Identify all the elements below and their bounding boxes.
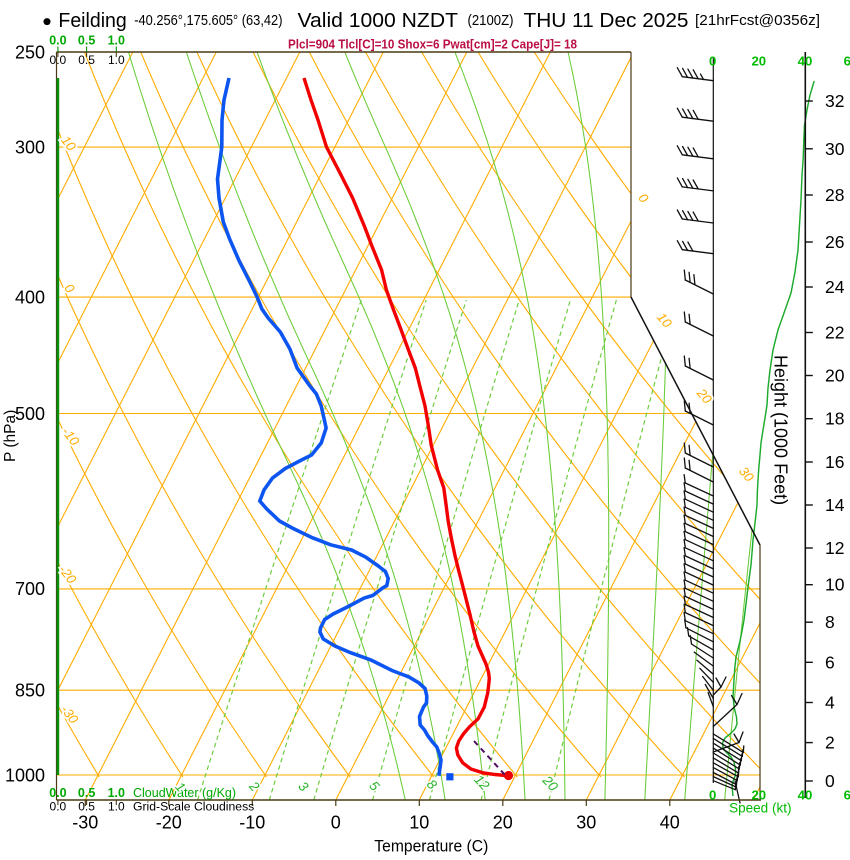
svg-text:32: 32 <box>825 91 844 111</box>
svg-text:1.0: 1.0 <box>108 786 125 800</box>
svg-text:Temperature (C): Temperature (C) <box>374 837 488 856</box>
svg-text:10: 10 <box>409 813 429 833</box>
svg-text:THU 11 Dec 2025: THU 11 Dec 2025 <box>524 9 689 32</box>
svg-text:26: 26 <box>825 232 844 252</box>
svg-text:30: 30 <box>576 813 596 833</box>
svg-text:850: 850 <box>15 680 45 700</box>
svg-text:0: 0 <box>709 787 716 802</box>
svg-text:10: 10 <box>825 575 845 595</box>
svg-text:12: 12 <box>825 538 844 558</box>
svg-text:-10: -10 <box>239 813 265 833</box>
svg-text:Height (1000 Feet): Height (1000 Feet) <box>771 355 791 505</box>
svg-text:28: 28 <box>825 185 844 205</box>
svg-text:-30: -30 <box>72 813 98 833</box>
svg-text:16: 16 <box>825 452 844 472</box>
svg-text:[21hrFcst@0356z]: [21hrFcst@0356z] <box>695 12 820 29</box>
svg-text:0: 0 <box>825 771 835 791</box>
svg-text:0: 0 <box>709 54 716 69</box>
svg-text:1000: 1000 <box>5 765 45 785</box>
svg-text:14: 14 <box>825 495 845 515</box>
svg-text:-40.256°,175.605° (63,42): -40.256°,175.605° (63,42) <box>134 13 282 29</box>
svg-text:0: 0 <box>331 813 341 833</box>
svg-text:4: 4 <box>825 693 835 713</box>
svg-text:Speed (kt): Speed (kt) <box>729 801 791 816</box>
svg-text:250: 250 <box>15 42 45 62</box>
svg-text:0.0: 0.0 <box>49 786 66 800</box>
svg-text:1.0: 1.0 <box>108 34 125 48</box>
svg-text:0.5: 0.5 <box>78 800 95 814</box>
svg-text:18: 18 <box>825 409 844 429</box>
svg-text:500: 500 <box>15 404 45 424</box>
svg-text:700: 700 <box>15 579 45 599</box>
svg-text:6: 6 <box>825 652 835 672</box>
svg-text:20: 20 <box>493 813 513 833</box>
svg-text:2: 2 <box>825 733 835 753</box>
svg-text:P (hPa): P (hPa) <box>2 410 19 462</box>
svg-text:60: 60 <box>844 54 850 69</box>
svg-text:0.5: 0.5 <box>78 786 95 800</box>
svg-text:300: 300 <box>15 137 45 157</box>
svg-text:0.0: 0.0 <box>50 800 67 814</box>
svg-text:0.5: 0.5 <box>78 34 95 48</box>
svg-text:22: 22 <box>825 323 844 343</box>
svg-text:20: 20 <box>751 787 766 802</box>
svg-text:40: 40 <box>798 787 813 802</box>
svg-text:20: 20 <box>751 54 766 69</box>
svg-text:30: 30 <box>825 139 845 159</box>
svg-text:-20: -20 <box>156 813 182 833</box>
svg-text:40: 40 <box>798 54 813 69</box>
svg-text:0.0: 0.0 <box>50 53 67 67</box>
svg-text:CloudWater (g/Kg): CloudWater (g/Kg) <box>133 786 236 800</box>
svg-text:Valid 1000 NZDT: Valid 1000 NZDT <box>298 9 459 32</box>
svg-text:Plcl=904 Tlcl[C]=10 Shox=6 Pwa: Plcl=904 Tlcl[C]=10 Shox=6 Pwat[cm]=2 Ca… <box>288 37 577 52</box>
svg-text:400: 400 <box>15 287 45 307</box>
svg-text:60: 60 <box>844 787 850 802</box>
svg-text:24: 24 <box>825 277 845 297</box>
svg-text:Grid-Scale Cloudiness: Grid-Scale Cloudiness <box>133 800 254 814</box>
svg-text:1.0: 1.0 <box>108 53 125 67</box>
svg-text:8: 8 <box>825 612 835 632</box>
svg-text:0.5: 0.5 <box>78 53 95 67</box>
svg-text:1.0: 1.0 <box>108 800 125 814</box>
svg-text:Feilding: Feilding <box>58 9 126 32</box>
svg-text:40: 40 <box>660 813 680 833</box>
svg-text:0.0: 0.0 <box>49 34 66 48</box>
svg-text:20: 20 <box>825 366 845 386</box>
svg-text:(2100Z): (2100Z) <box>468 13 514 29</box>
